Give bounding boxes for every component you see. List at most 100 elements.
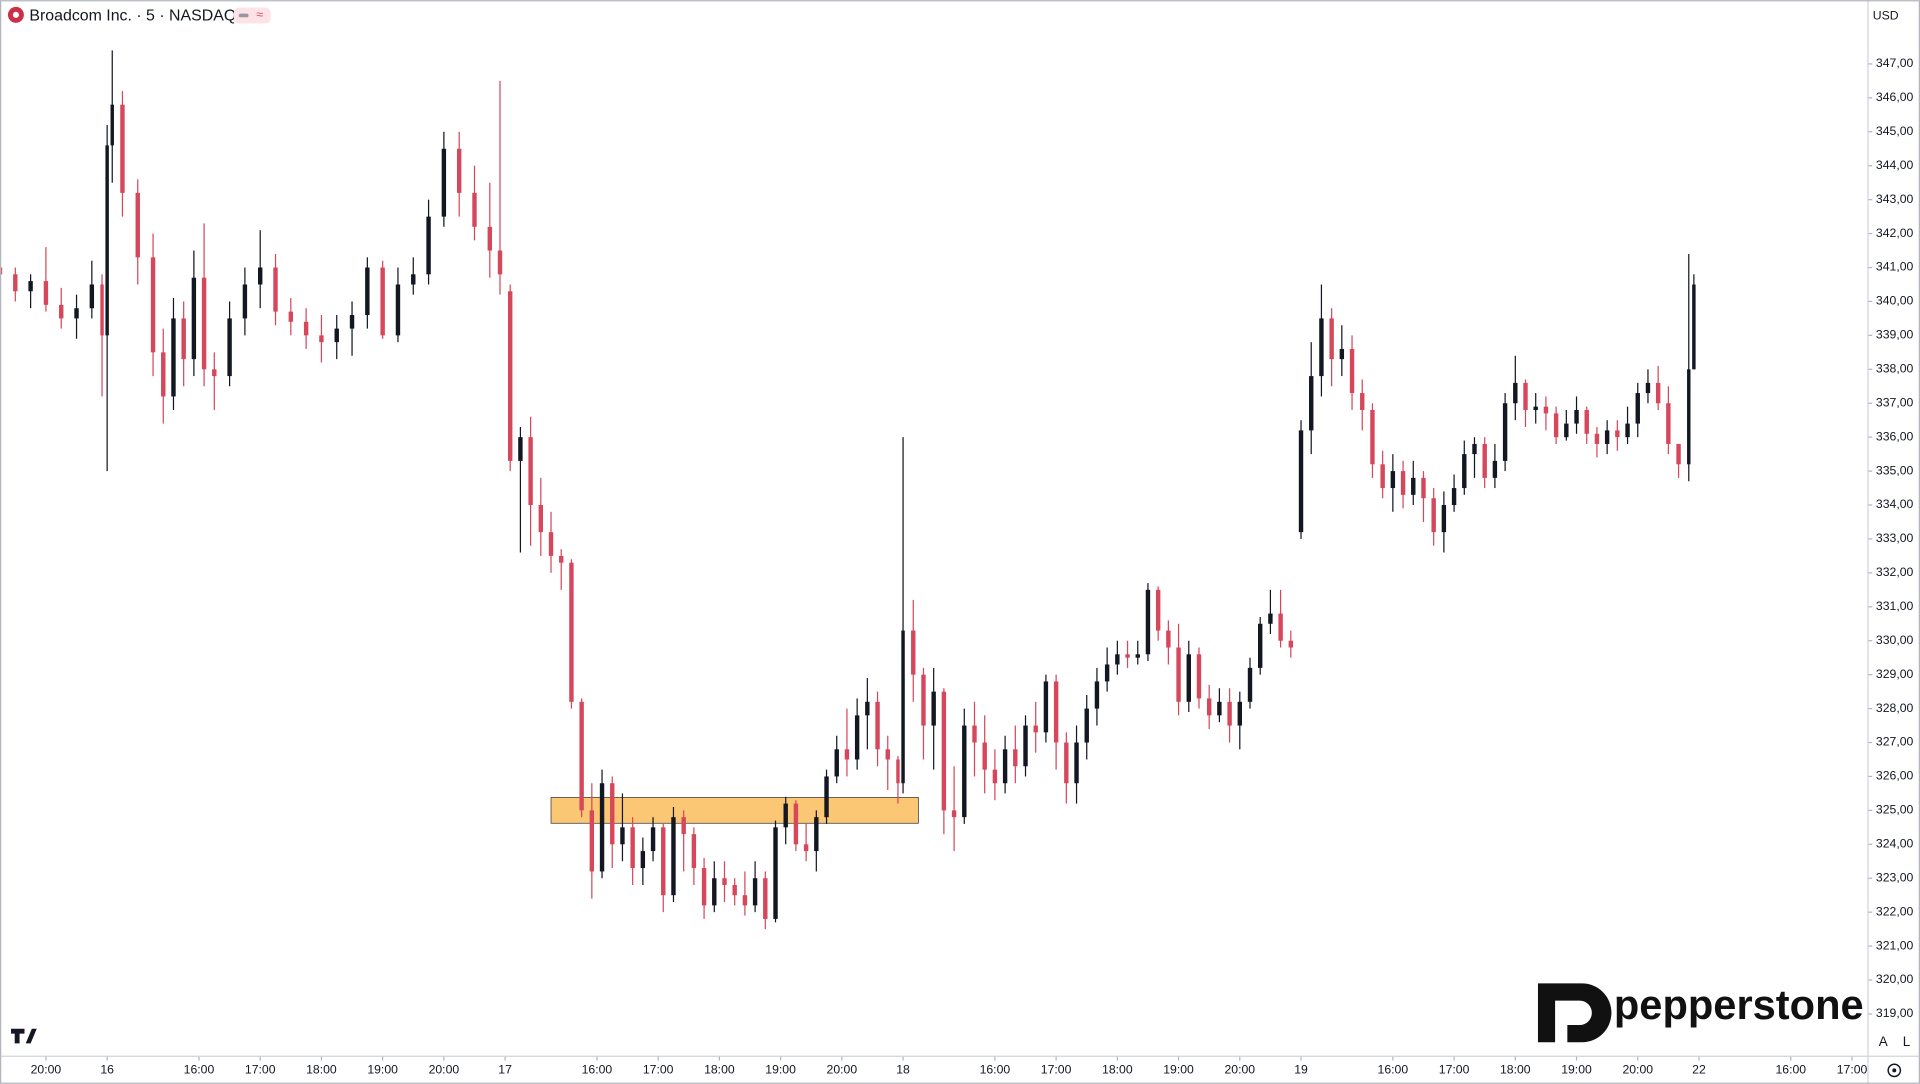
candle-body [1053, 681, 1059, 743]
candle-body [1482, 443, 1487, 478]
candle-body [1360, 393, 1365, 411]
candle-body [941, 691, 947, 811]
candle-body [865, 701, 870, 716]
candle-body [171, 318, 176, 397]
candle-body [518, 437, 523, 461]
candle-body [1196, 654, 1202, 699]
y-tick-label: 343,00 [1876, 192, 1914, 206]
log-scale-button[interactable]: L [1903, 1034, 1911, 1049]
candle-body [105, 145, 109, 336]
candle-body [1390, 471, 1396, 489]
candle-body [74, 308, 79, 319]
candle-body [921, 674, 926, 726]
tv-logo-text: PRO [59, 1031, 81, 1042]
candle-body [1380, 464, 1385, 489]
y-tick-label: 322,00 [1876, 904, 1914, 918]
x-tick-label: 17:00 [245, 1063, 276, 1077]
y-tick-label: 345,00 [1876, 124, 1914, 138]
candle-body [793, 803, 799, 845]
x-tick-label: 19:00 [765, 1063, 796, 1077]
currency-label[interactable]: USD [1873, 8, 1899, 22]
x-tick-label: 20:00 [429, 1063, 460, 1077]
status-dash [238, 13, 249, 18]
tv-logo-mark [11, 1028, 37, 1044]
candle-body [620, 827, 625, 845]
candle-body [1594, 433, 1600, 444]
candle-body [1492, 460, 1498, 478]
candle-body [579, 701, 584, 811]
candle-body [487, 226, 493, 251]
candle-body [201, 277, 207, 370]
x-tick-label: 19:00 [1163, 1063, 1194, 1077]
candle-body [472, 192, 477, 227]
x-tick-label: 16 [100, 1063, 114, 1077]
candle-body [1655, 382, 1661, 404]
x-tick-label: 17 [498, 1063, 512, 1077]
candle-body [610, 783, 615, 845]
candle-body [1441, 505, 1447, 533]
candle-body [1258, 623, 1263, 668]
candle-body [681, 817, 686, 835]
candle-body [671, 817, 676, 896]
candle-body [1278, 613, 1283, 641]
candle-body [380, 267, 385, 336]
candle-body [1227, 701, 1232, 726]
candle-body [803, 844, 809, 852]
candle-body [1176, 647, 1181, 702]
candle-body [1023, 725, 1028, 767]
candle-body [59, 304, 64, 319]
candle-body [89, 284, 95, 309]
candle-body [1186, 654, 1191, 702]
candle-body [1166, 630, 1171, 648]
candle-body [1584, 410, 1589, 434]
x-tick-label: 18:00 [306, 1063, 337, 1077]
y-tick-label: 340,00 [1876, 294, 1914, 308]
candle-body [1462, 454, 1467, 489]
candle-body [1472, 443, 1477, 455]
candle-body [854, 715, 860, 760]
candle-body [1155, 589, 1161, 631]
candle-body [181, 318, 186, 360]
y-tick-label: 341,00 [1876, 260, 1914, 274]
auto-scale-button[interactable]: A [1879, 1034, 1888, 1049]
x-tick-label: 18:00 [704, 1063, 735, 1077]
candle-body [1237, 701, 1242, 726]
candle-body [1431, 498, 1436, 533]
candle-body [13, 274, 18, 292]
x-tick-label: 17:00 [1837, 1063, 1868, 1077]
x-tick-label: 18:00 [1102, 1063, 1133, 1077]
status-pill[interactable] [233, 7, 271, 24]
candle-body [661, 827, 666, 896]
candle-body [844, 749, 850, 760]
candle-body [1094, 681, 1100, 709]
watermark-text: pepperstone [1614, 981, 1864, 1028]
candle-body [1043, 681, 1049, 733]
candle-body [497, 250, 503, 275]
y-tick-label: 320,00 [1876, 972, 1914, 986]
candle-body [875, 701, 880, 750]
candle-body [43, 281, 49, 305]
y-tick-label: 326,00 [1876, 769, 1914, 783]
x-tick-label: 16:00 [1776, 1063, 1807, 1077]
candle-body [1615, 430, 1620, 438]
x-tick-label: 20:00 [827, 1063, 858, 1077]
candle-body [763, 878, 768, 919]
x-tick-label: 16:00 [980, 1063, 1011, 1077]
y-tick-label: 338,00 [1876, 362, 1914, 376]
candle-body [1298, 430, 1304, 533]
y-tick-label: 321,00 [1876, 938, 1914, 952]
y-tick-label: 344,00 [1876, 158, 1914, 172]
candle-body [1329, 318, 1334, 360]
candle-body [334, 328, 339, 343]
y-tick-label: 333,00 [1876, 531, 1914, 545]
candle-body [441, 148, 447, 217]
watermark: pepperstone [1537, 981, 1864, 1043]
candle-body [508, 291, 513, 461]
settings-ring [1887, 1063, 1902, 1078]
candle-body [1247, 667, 1253, 702]
settings-icon[interactable] [1887, 1063, 1902, 1078]
candle-body [212, 369, 217, 377]
candle-body [1349, 348, 1355, 394]
candle-body [1574, 410, 1579, 424]
